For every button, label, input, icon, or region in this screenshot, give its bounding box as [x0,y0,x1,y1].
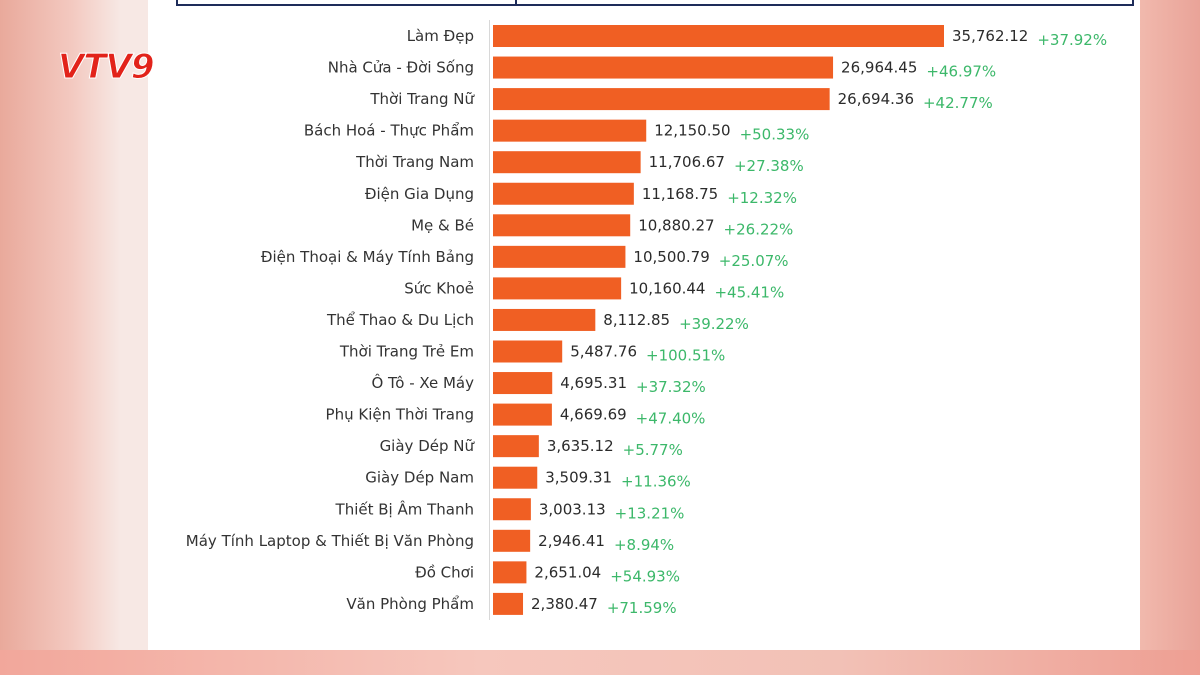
bar [493,592,524,615]
chart-panel: Làm Đẹp 35,762.12 +37.92% Nhà Cửa - Đời Sốn… [148,0,1140,650]
growth-label: +47.40% [636,410,706,428]
logo-channel-number: 9 [130,47,155,87]
value-label: 12,150.50 [654,122,730,140]
bar [493,245,626,268]
growth-label: +45.41% [714,283,784,301]
bar [493,561,527,584]
bar [493,498,531,521]
category-label: Giày Dép Nam [365,469,474,487]
growth-label: +42.77% [923,94,993,112]
value-label: 11,706.67 [649,153,725,171]
growth-label: +37.92% [1037,31,1107,49]
growth-label: +27.38% [734,157,804,175]
category-label: Văn Phòng Phẩm [346,595,474,613]
value-label: 3,635.12 [547,437,614,455]
category-label: Nhà Cửa - Đời Sống [328,59,474,77]
bar [493,277,622,300]
logo-text: VTV [58,47,133,87]
category-label: Làm Đẹp [407,27,474,45]
value-label: 26,694.36 [838,90,914,108]
category-axis-line [489,20,490,620]
value-label: 2,946.41 [538,532,605,550]
value-label: 4,669.69 [560,406,627,424]
category-label: Mẹ & Bé [411,216,474,234]
value-label: 26,964.45 [841,59,917,77]
bar [493,182,634,205]
bar [493,88,830,111]
value-label: 3,003.13 [539,500,606,518]
bar [493,403,552,426]
table-header-frame [176,0,1134,6]
bar [493,466,538,489]
growth-label: +39.22% [679,315,749,333]
bar [493,372,553,395]
value-label: 8,112.85 [603,311,670,329]
growth-label: +5.77% [623,441,683,459]
value-label: 10,500.79 [633,248,709,266]
growth-label: +50.33% [740,126,810,144]
bar [493,151,641,174]
growth-label: +54.93% [610,567,680,585]
growth-label: +100.51% [646,347,725,365]
bar-chart: Làm Đẹp 35,762.12 +37.92% Nhà Cửa - Đời Sốn… [186,25,1107,617]
growth-label: +8.94% [614,536,674,554]
growth-label: +71.59% [607,599,677,617]
bar [493,529,531,552]
bar [493,308,596,331]
growth-label: +26.22% [724,220,794,238]
bar [493,25,944,47]
growth-label: +13.21% [615,504,685,522]
category-label: Điện Gia Dụng [365,185,474,203]
category-label: Máy Tính Laptop & Thiết Bị Văn Phòng [186,532,474,550]
value-label: 10,160.44 [629,279,705,297]
table-header-divider [515,0,517,4]
category-label: Thời Trang Nữ [369,90,475,108]
bar [493,340,563,363]
category-label: Thể Thao & Du Lịch [326,311,474,329]
category-label: Thời Trang Trẻ Em [339,343,474,361]
value-label: 5,487.76 [570,343,637,361]
category-label: Sức Khoẻ [404,279,474,297]
category-label: Phụ Kiện Thời Trang [326,406,474,424]
growth-label: +11.36% [621,473,691,491]
vtv9-logo: VTV9 [58,47,155,87]
category-label: Giày Dép Nữ [380,437,476,455]
value-label: 2,380.47 [531,595,598,613]
growth-label: +12.32% [727,189,797,207]
category-label: Ô Tô - Xe Máy [371,373,474,392]
bar [493,214,631,237]
category-label: Thiết Bị Âm Thanh [335,499,474,518]
value-label: 4,695.31 [560,374,627,392]
bar [493,119,647,142]
growth-label: +25.07% [719,252,789,270]
value-label: 35,762.12 [952,27,1028,45]
bar [493,56,834,79]
value-label: 11,168.75 [642,185,718,203]
bottom-strip [0,650,1200,675]
growth-label: +46.97% [926,63,996,81]
value-label: 2,651.04 [534,563,601,581]
value-label: 10,880.27 [638,216,714,234]
bar [493,435,539,458]
value-label: 3,509.31 [545,469,612,487]
category-label: Thời Trang Nam [355,153,474,171]
growth-label: +37.32% [636,378,706,396]
category-label: Đồ Chơi [415,563,474,581]
category-label: Bách Hoá - Thực Phẩm [304,122,474,140]
category-label: Điện Thoại & Máy Tính Bảng [261,248,474,266]
